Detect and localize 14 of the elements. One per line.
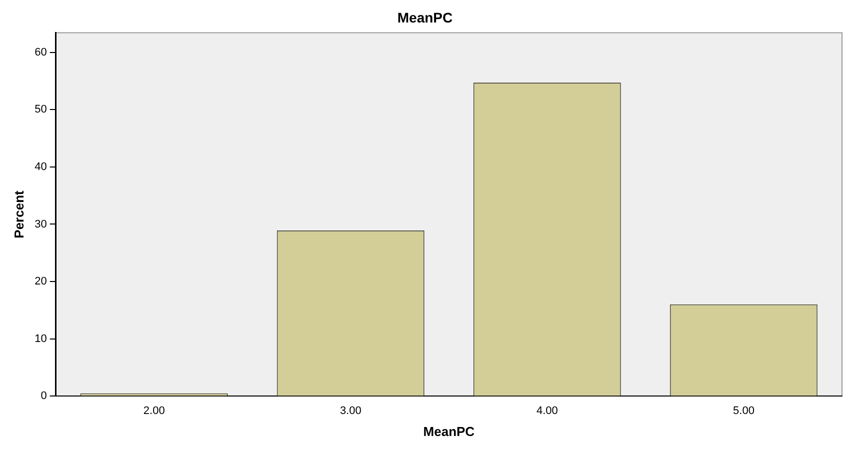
y-axis-title: Percent <box>11 190 26 238</box>
y-tick-label: 50 <box>34 104 47 116</box>
y-tick-label: 40 <box>34 160 47 173</box>
x-tick-label: 2.00 <box>143 404 165 417</box>
y-tick-label: 30 <box>34 218 47 230</box>
y-tick-label: 20 <box>34 276 47 288</box>
x-axis-title: MeanPC <box>423 424 476 439</box>
y-tick-label: 10 <box>34 332 47 345</box>
x-tick-label: 5.00 <box>733 404 754 417</box>
x-tick-label: 3.00 <box>340 404 362 417</box>
y-tick-label: 0 <box>40 390 47 402</box>
y-tick-label: 60 <box>34 46 47 58</box>
x-tick-label: 4.00 <box>536 404 558 417</box>
chart-title: MeanPC <box>397 9 453 26</box>
